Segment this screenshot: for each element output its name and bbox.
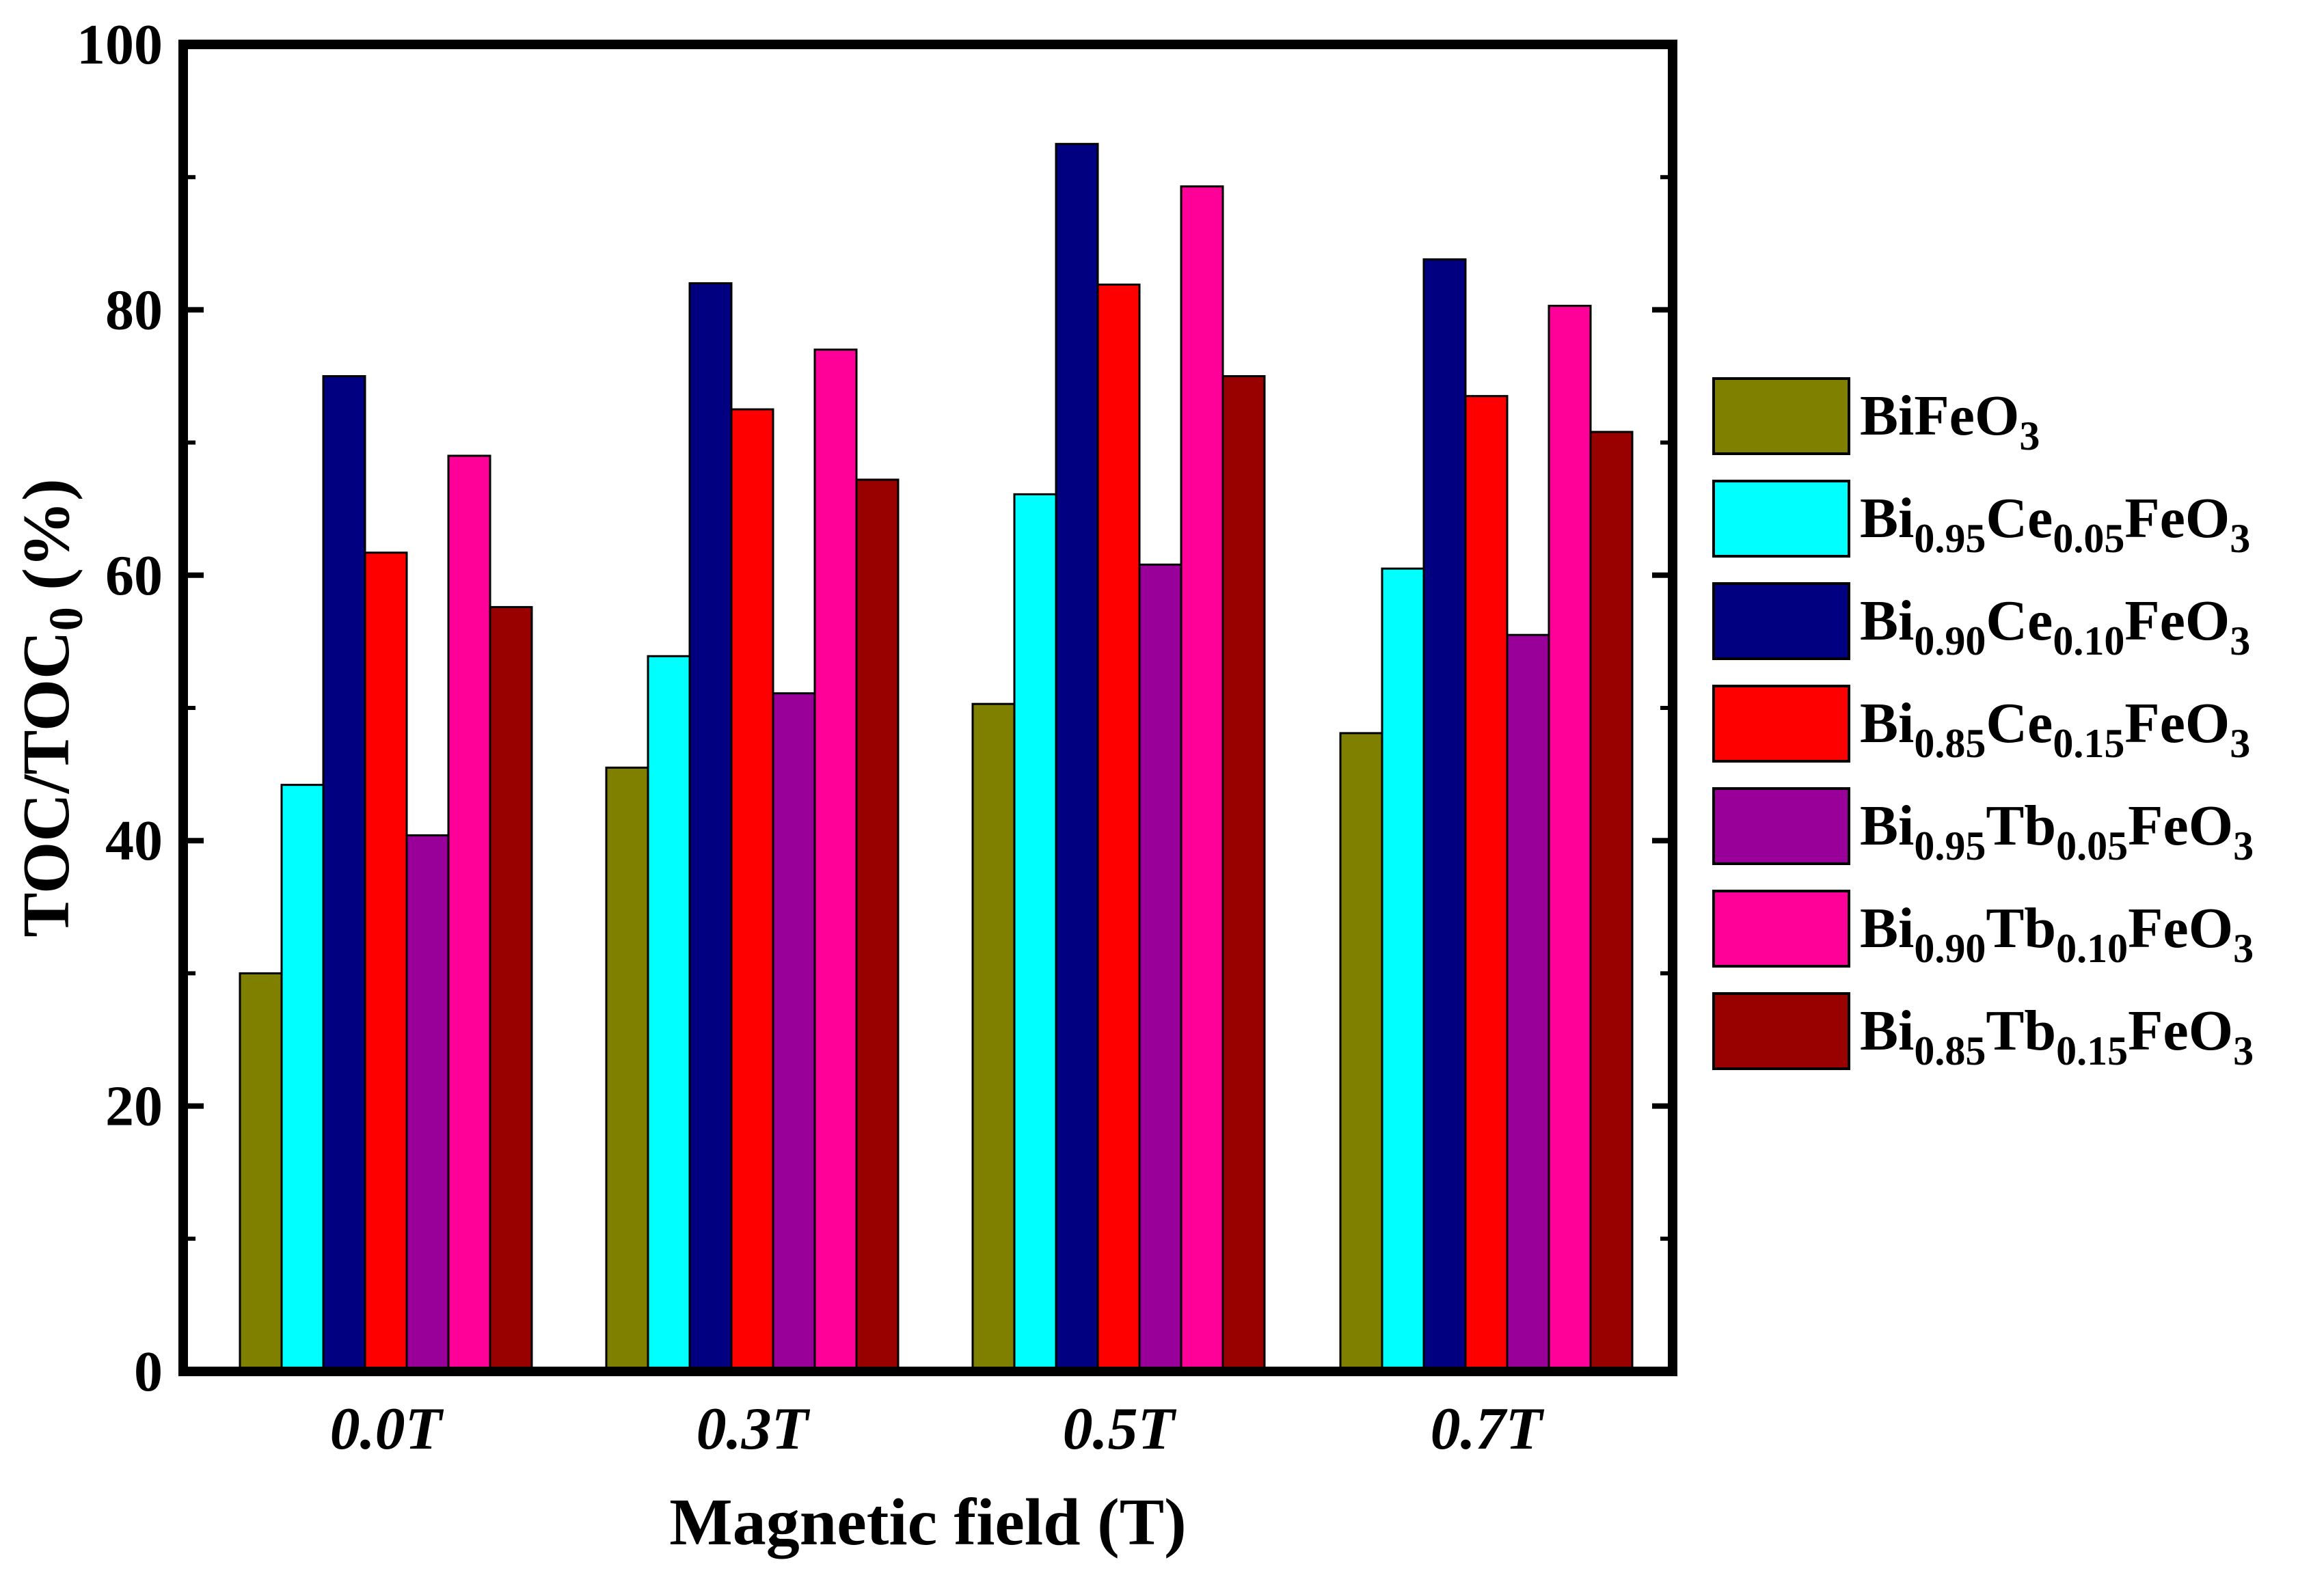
bar-Bi0.85Tb0.15FeO3-0.5T [1221,375,1266,1373]
legend-label-BiFeO3: BiFeO3​ [1860,384,2040,459]
bar-Bi0.90Ce0.10FeO3-0.3T [688,282,733,1373]
bar-Bi0.95Ce0.05FeO3-0.5T [1013,493,1057,1373]
y-tick-label: 20 [105,1075,163,1138]
legend: BiFeO3​ Bi0.95​Ce0.05​FeO3​ Bi0.90​Ce0.10​… [1712,377,2254,1073]
y-axis-title: TOC/TOC0 (%) [10,478,93,937]
legend-label-Bi0.95Ce0.05FeO3: Bi0.95​Ce0.05​FeO3​ [1860,487,2250,561]
y-tick-label: 80 [105,278,163,342]
bar-Bi0.90Ce0.10FeO3-0.0T [322,375,366,1373]
bar-BiFeO3-0.7T [1339,732,1383,1373]
x-tick-label: 0.3T [697,1396,811,1462]
bar-Bi0.85Ce0.15FeO3-0.5T [1096,284,1141,1373]
legend-swatch-Bi0.95Tb0.05FeO3 [1712,787,1850,865]
bar-Bi0.95Tb0.05FeO3-0.7T [1506,633,1550,1373]
bar-Bi0.85Ce0.15FeO3-0.0T [364,551,408,1373]
legend-label-Bi0.95Tb0.05FeO3: Bi0.95​Tb0.05​FeO3​ [1860,794,2254,868]
x-tick-label: 0.5T [1063,1396,1177,1462]
bar-Bi0.95Ce0.05FeO3-0.3T [647,655,691,1373]
bar-Bi0.90Tb0.10FeO3-0.7T [1548,305,1592,1373]
bar-Bi0.85Tb0.15FeO3-0.3T [855,478,900,1373]
y-tick-label: 100 [77,13,163,77]
legend-label-Bi0.85Ce0.15FeO3: Bi0.85​Ce0.15​FeO3​ [1860,692,2250,766]
bar-Bi0.90Ce0.10FeO3-0.5T [1055,143,1099,1373]
legend-label-Bi0.85Tb0.15FeO3: Bi0.85​Tb0.15​FeO3​ [1860,999,2254,1073]
bar-Bi0.95Ce0.05FeO3-0.7T [1381,567,1425,1373]
bar-Bi0.95Tb0.05FeO3-0.0T [405,834,450,1373]
legend-swatch-Bi0.90Tb0.10FeO3 [1712,890,1850,968]
bar-Bi0.90Tb0.10FeO3-0.3T [813,348,858,1373]
bar-Bi0.85Ce0.15FeO3-0.7T [1464,395,1509,1373]
bar-Bi0.90Tb0.10FeO3-0.5T [1180,185,1224,1373]
y-tick-label: 60 [105,544,163,607]
legend-swatch-BiFeO3 [1712,377,1850,455]
legend-swatch-Bi0.95Ce0.05FeO3 [1712,480,1850,558]
bar-BiFeO3-0.3T [605,766,649,1373]
legend-swatch-Bi0.90Ce0.10FeO3 [1712,582,1850,660]
bar-BiFeO3-0.0T [239,972,283,1373]
x-tick-label: 0.7T [1431,1396,1545,1462]
bar-Bi0.90Ce0.10FeO3-0.7T [1422,258,1467,1373]
legend-swatch-Bi0.85Tb0.15FeO3 [1712,992,1850,1070]
axes-group: 0 20 40 60 80 100 0.0T 0.3T 0.5T 0.7T Magnetic fie… [10,13,1677,1559]
bar-Bi0.95Tb0.05FeO3-0.3T [772,692,816,1373]
legend-label-Bi0.90Tb0.10FeO3: Bi0.90​Tb0.10​FeO3​ [1860,897,2254,971]
bar-Bi0.90Tb0.10FeO3-0.0T [447,454,491,1373]
x-tick-label: 0.0T [330,1396,444,1462]
x-axis-title: Magnetic field (T) [669,1486,1187,1559]
bar-BiFeO3-0.5T [971,702,1016,1373]
legend-label-Bi0.90Ce0.10FeO3: Bi0.90​Ce0.10​FeO3​ [1860,589,2250,664]
legend-swatch-Bi0.85Ce0.15FeO3 [1712,685,1850,763]
bar-Bi0.85Tb0.15FeO3-0.0T [489,605,533,1373]
bar-Bi0.95Ce0.05FeO3-0.0T [280,784,325,1373]
bar-Bi0.95Tb0.05FeO3-0.5T [1138,563,1183,1373]
y-tick-label: 40 [105,809,163,873]
y-tick-label: 0 [134,1340,163,1404]
bars-group [239,143,1634,1373]
bar-Bi0.85Tb0.15FeO3-0.7T [1589,430,1634,1373]
bar-Bi0.85Ce0.15FeO3-0.3T [730,408,774,1373]
